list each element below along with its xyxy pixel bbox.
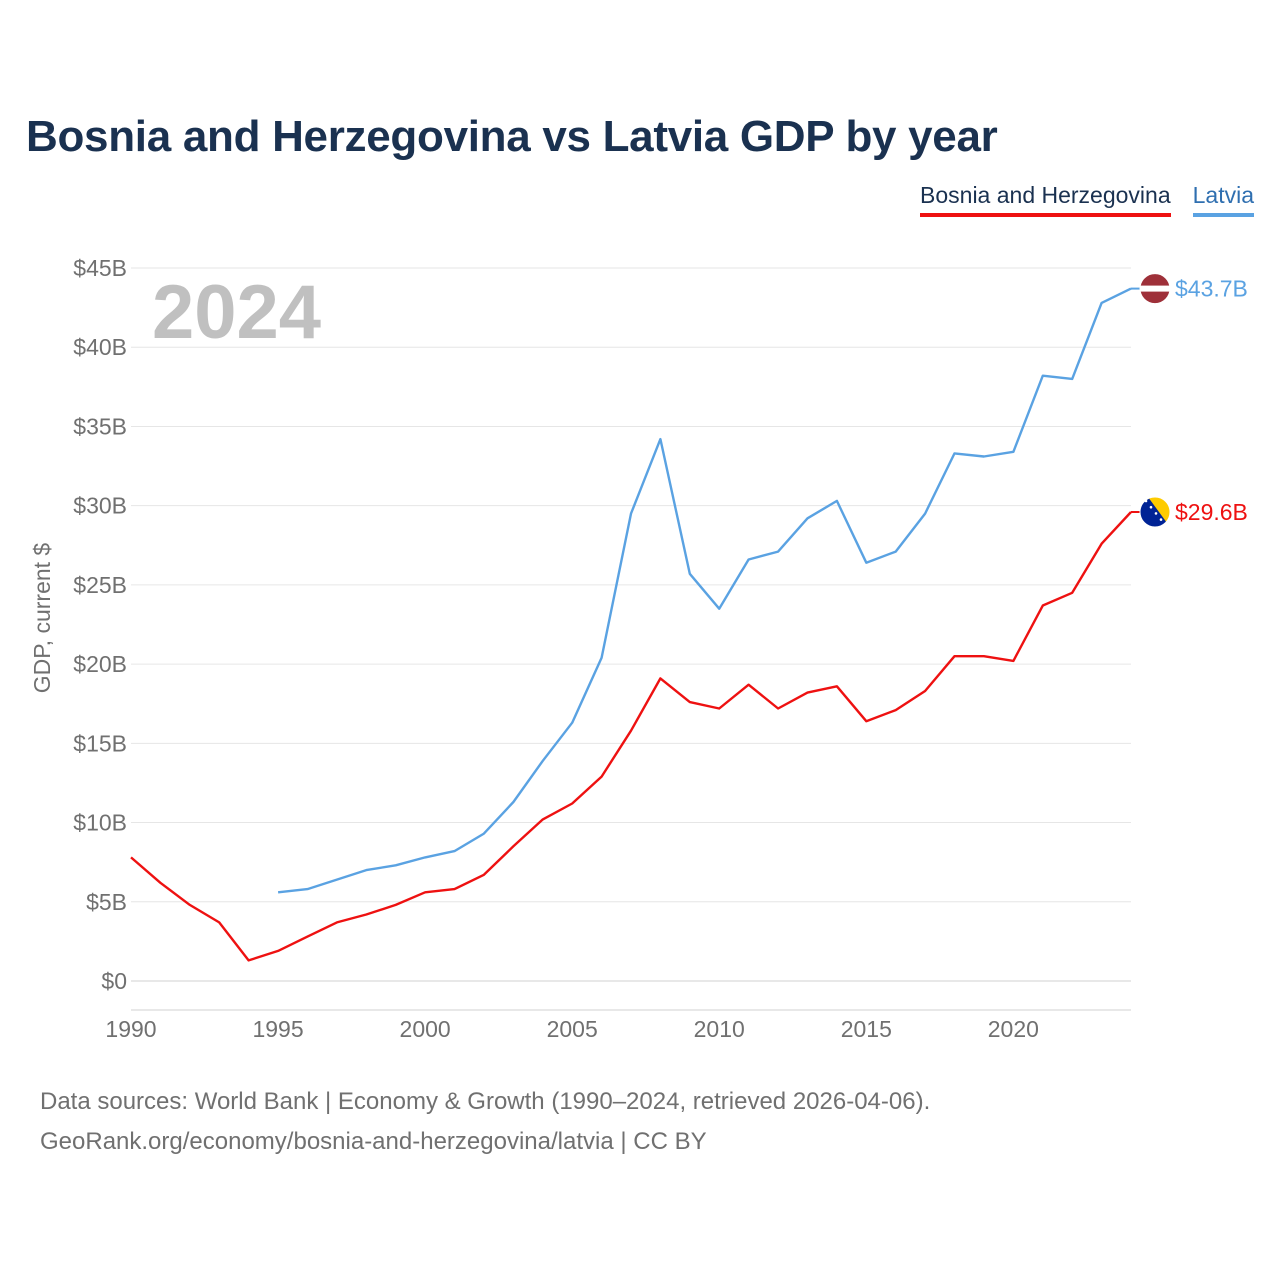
- x-tick-label: 1990: [105, 1016, 156, 1042]
- grid-lines: [131, 267, 1131, 982]
- end-value-label: $29.6B: [1175, 499, 1248, 525]
- series-line-bosnia: [130, 511, 1132, 962]
- x-tick-label: 2005: [547, 1016, 598, 1042]
- y-tick-label: $0: [101, 968, 127, 994]
- y-tick-label: $15B: [73, 730, 127, 756]
- data-source-text: Data sources: World Bank | Economy & Gro…: [40, 1088, 931, 1115]
- footer: Data sources: World Bank | Economy & Gro…: [40, 1082, 930, 1162]
- y-tick-label: $25B: [73, 572, 127, 598]
- chart-title: Bosnia and Herzegovina vs Latvia GDP by …: [26, 112, 998, 161]
- y-tick-label: $30B: [73, 493, 127, 519]
- source-url-text[interactable]: GeoRank.org/economy/bosnia-and-herzegovi…: [40, 1128, 707, 1155]
- series: [130, 287, 1132, 962]
- latvia-flag-icon: [1139, 273, 1171, 305]
- x-tick-label: 2010: [694, 1016, 745, 1042]
- axes: $0 $5B $10B $15B $20B $25B $30B $35B $40B $45B 199…: [73, 255, 1131, 1042]
- legend-item-latvia[interactable]: Latvia: [1192, 182, 1254, 217]
- x-tick-label: 2000: [400, 1016, 451, 1042]
- y-tick-label: $10B: [73, 810, 127, 836]
- legend-item-bosnia[interactable]: Bosnia and Herzegovina: [920, 182, 1171, 217]
- legend: Bosnia and Herzegovina Latvia: [920, 182, 1254, 217]
- bosnia-flag-icon: [1139, 496, 1171, 528]
- y-tick-label: $5B: [86, 889, 127, 915]
- x-tick-label: 1995: [252, 1016, 303, 1042]
- series-line-latvia: [277, 287, 1132, 894]
- x-tick-label: 2015: [841, 1016, 892, 1042]
- end-markers: $29.6B $43.7B: [1131, 273, 1248, 528]
- x-tick-label: 2020: [988, 1016, 1039, 1042]
- end-value-label: $43.7B: [1175, 276, 1248, 302]
- y-tick-label: $20B: [73, 651, 127, 677]
- y-tick-label: $35B: [73, 413, 127, 439]
- year-watermark: 2024: [152, 270, 321, 355]
- line-chart: $0 $5B $10B $15B $20B $25B $30B $35B $40B $45B 199…: [29, 255, 1248, 1042]
- y-axis-title: GDP, current $: [29, 543, 55, 694]
- y-tick-label: $40B: [73, 334, 127, 360]
- y-tick-label: $45B: [73, 255, 127, 281]
